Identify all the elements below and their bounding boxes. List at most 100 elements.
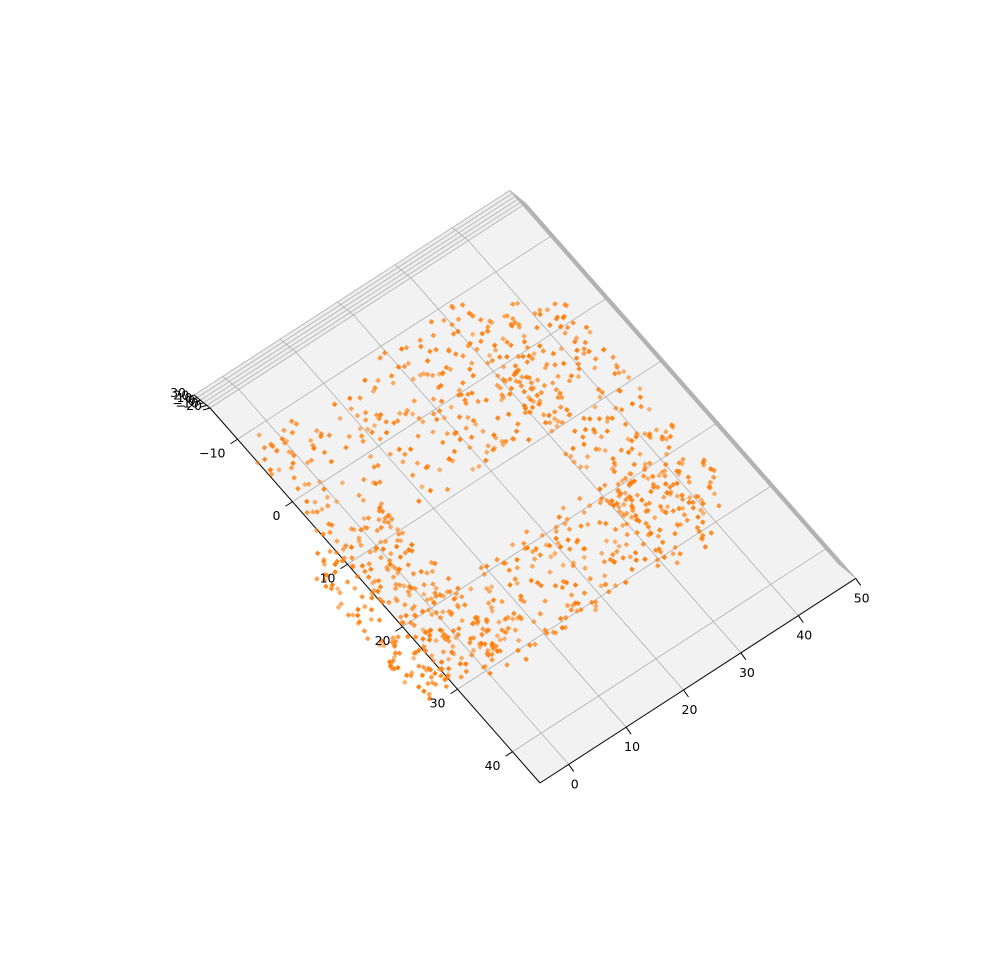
y-tick-label: −10 bbox=[199, 445, 225, 460]
data-point bbox=[438, 398, 445, 404]
data-point bbox=[331, 401, 338, 408]
data-point bbox=[455, 604, 462, 610]
data-point bbox=[512, 363, 519, 369]
data-point bbox=[578, 523, 584, 529]
data-point bbox=[404, 407, 411, 414]
data-point bbox=[470, 647, 477, 654]
data-point bbox=[295, 485, 301, 492]
data-point bbox=[314, 550, 321, 557]
data-point bbox=[499, 598, 505, 605]
data-point bbox=[476, 641, 483, 647]
data-point bbox=[429, 372, 436, 379]
data-point bbox=[562, 330, 568, 336]
data-point bbox=[405, 360, 412, 367]
data-point bbox=[458, 655, 465, 661]
grid-line-y bbox=[237, 234, 554, 440]
data-point bbox=[335, 604, 342, 611]
data-point bbox=[337, 589, 343, 596]
data-point bbox=[396, 410, 403, 417]
data-point bbox=[354, 573, 361, 580]
data-point bbox=[356, 492, 362, 499]
data-point bbox=[527, 409, 533, 416]
data-point bbox=[500, 560, 507, 566]
data-point bbox=[509, 541, 516, 548]
data-point bbox=[358, 527, 364, 533]
data-point bbox=[465, 414, 471, 421]
data-point bbox=[375, 462, 381, 469]
data-point bbox=[318, 433, 324, 440]
data-point bbox=[571, 459, 577, 465]
data-point bbox=[276, 466, 282, 473]
data-point bbox=[376, 415, 382, 422]
data-point bbox=[514, 615, 521, 621]
data-point bbox=[537, 552, 543, 558]
data-point bbox=[387, 550, 394, 557]
grid-line-z-back bbox=[518, 197, 850, 574]
grid-line-y bbox=[347, 359, 664, 565]
data-point bbox=[621, 501, 627, 508]
data-point bbox=[550, 350, 557, 357]
data-point bbox=[663, 428, 669, 435]
data-point bbox=[410, 376, 417, 382]
data-point bbox=[394, 418, 401, 424]
data-point bbox=[393, 543, 400, 550]
data-point bbox=[547, 322, 553, 328]
grid-lines bbox=[193, 190, 857, 765]
data-point bbox=[633, 434, 640, 440]
z-tick-label: 20 bbox=[173, 388, 189, 403]
data-point bbox=[483, 563, 490, 570]
data-point bbox=[602, 520, 609, 527]
data-point bbox=[553, 535, 559, 542]
data-point bbox=[637, 394, 644, 400]
data-point bbox=[470, 372, 476, 379]
data-point bbox=[525, 437, 532, 443]
data-point bbox=[616, 508, 623, 515]
data-point bbox=[555, 373, 561, 380]
data-point bbox=[468, 586, 474, 592]
data-point bbox=[377, 539, 384, 545]
data-point bbox=[566, 412, 572, 418]
data-point bbox=[654, 557, 661, 563]
data-point bbox=[509, 616, 516, 622]
data-point bbox=[541, 382, 548, 389]
data-point bbox=[463, 400, 469, 407]
data-point bbox=[552, 362, 558, 368]
data-point bbox=[467, 640, 473, 646]
data-point bbox=[310, 509, 316, 515]
data-point bbox=[552, 301, 558, 307]
data-point bbox=[646, 431, 653, 437]
data-point bbox=[433, 585, 439, 591]
z-tick bbox=[186, 394, 195, 398]
data-point bbox=[256, 432, 262, 438]
data-point bbox=[365, 426, 371, 433]
data-point bbox=[357, 395, 363, 401]
data-point bbox=[490, 446, 496, 453]
data-point bbox=[430, 581, 436, 587]
data-point bbox=[564, 602, 571, 609]
data-point bbox=[602, 581, 608, 588]
data-point bbox=[375, 377, 381, 384]
data-point bbox=[356, 619, 363, 625]
data-point bbox=[568, 373, 575, 379]
data-point bbox=[350, 612, 356, 618]
data-point bbox=[419, 484, 425, 490]
data-point bbox=[537, 343, 543, 349]
data-point bbox=[314, 576, 320, 582]
data-point bbox=[360, 497, 367, 504]
data-point bbox=[345, 612, 352, 618]
axis-panes bbox=[194, 190, 856, 783]
data-point bbox=[511, 371, 518, 378]
data-point bbox=[505, 625, 512, 632]
data-point bbox=[508, 321, 514, 328]
data-point bbox=[494, 382, 501, 389]
data-point bbox=[568, 453, 574, 460]
data-point bbox=[472, 421, 479, 428]
data-point bbox=[601, 482, 608, 489]
data-point bbox=[555, 394, 561, 401]
data-point bbox=[522, 545, 528, 552]
data-point bbox=[641, 466, 648, 473]
data-point bbox=[529, 386, 535, 392]
data-point bbox=[557, 324, 564, 330]
data-point bbox=[552, 582, 559, 589]
